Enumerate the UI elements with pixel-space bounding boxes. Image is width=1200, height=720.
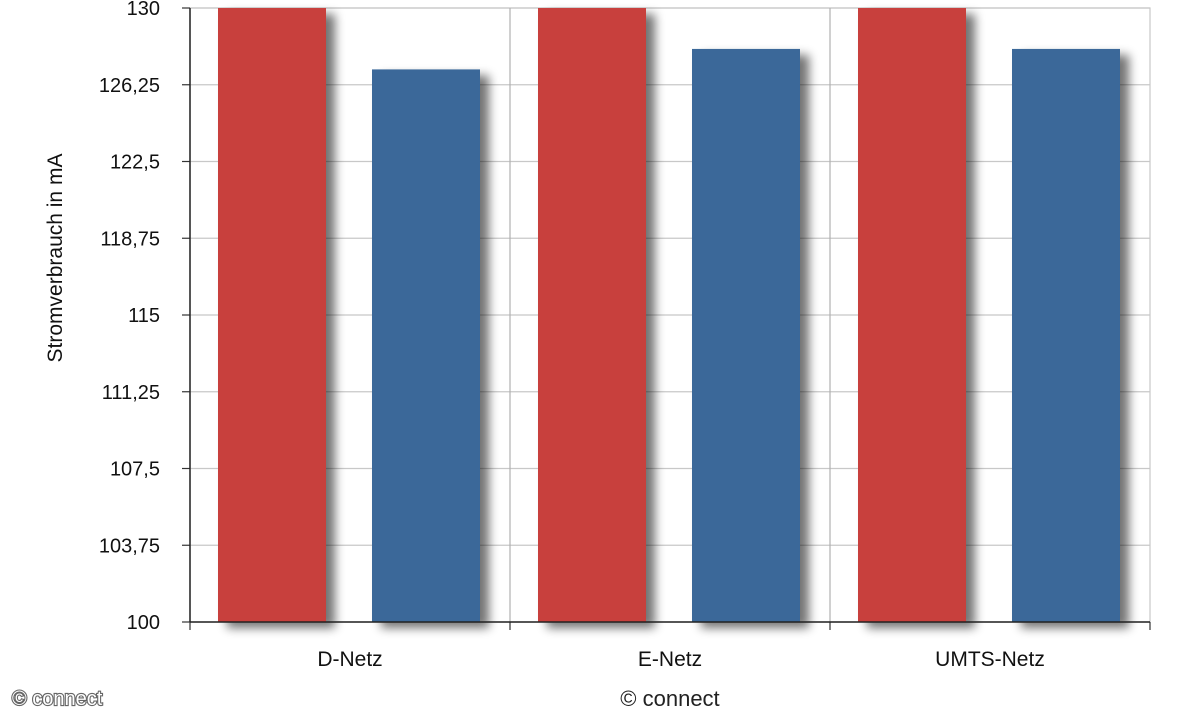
- y-tick-label: 118,75: [100, 228, 160, 250]
- y-tick-label: 103,75: [99, 535, 160, 557]
- credit-bottom: © connect: [620, 686, 719, 711]
- grid: [189, 7, 1151, 623]
- bar: [538, 8, 646, 622]
- bar: [1012, 48, 1120, 622]
- y-tick-label: 122,5: [110, 152, 160, 174]
- bar: [218, 8, 326, 622]
- bar: [372, 69, 480, 622]
- y-tick-label: 107,5: [110, 459, 160, 481]
- x-tick-label: D-Netz: [317, 648, 382, 671]
- bar: [692, 48, 800, 622]
- x-tick-label: E-Netz: [638, 648, 702, 671]
- y-tick-label: 130: [127, 0, 160, 20]
- y-axis-title: Stromverbrauch in mA: [44, 154, 67, 363]
- axes: 100 103,75 107,5 111,25 115 118,75 122,5 126,25…: [99, 0, 1151, 671]
- y-tick-label: 115: [128, 305, 160, 327]
- credit-corner-watermark: © connect: [12, 688, 103, 710]
- y-tick-label: 126,25: [99, 75, 160, 97]
- bar: [858, 8, 966, 622]
- y-tick-label: 111,25: [102, 382, 160, 404]
- bars: [218, 8, 1120, 622]
- y-tick-label: 100: [127, 612, 160, 634]
- x-tick-label: UMTS-Netz: [935, 648, 1045, 671]
